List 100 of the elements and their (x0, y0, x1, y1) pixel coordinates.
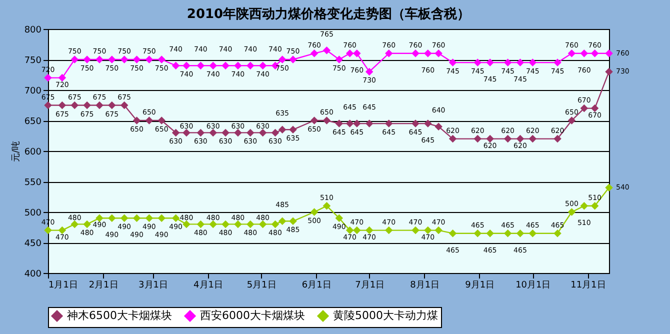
point (486, 58, 494, 66)
point (353, 226, 361, 234)
point (412, 120, 420, 128)
point (424, 226, 432, 234)
point (580, 50, 588, 58)
point (172, 214, 180, 222)
point (145, 116, 154, 124)
point (434, 50, 442, 58)
point (96, 101, 104, 110)
point (448, 134, 457, 143)
point (278, 56, 286, 64)
point (605, 68, 613, 76)
point (58, 226, 66, 234)
point (246, 220, 254, 228)
point (108, 214, 116, 222)
point (434, 226, 442, 234)
point (278, 126, 286, 134)
point (158, 56, 166, 64)
x-tick-label: 9月1日 (465, 280, 495, 290)
y-tick-label: 650 (24, 117, 42, 127)
point (486, 134, 494, 143)
point (83, 101, 91, 110)
point (234, 128, 242, 137)
point (448, 58, 457, 66)
point (145, 56, 154, 64)
point (83, 220, 91, 228)
point (528, 229, 537, 238)
point (258, 62, 267, 70)
point (158, 116, 166, 124)
point (474, 58, 482, 66)
point (172, 62, 180, 70)
point (590, 202, 599, 210)
point (44, 101, 52, 110)
point (222, 220, 230, 228)
x-tick-label: 11月1日 (570, 280, 606, 290)
point (96, 214, 104, 222)
y-tick-label: 550 (24, 178, 42, 188)
point (346, 226, 354, 234)
point (322, 202, 331, 210)
y-tick-label: 800 (24, 26, 42, 36)
point (554, 58, 562, 66)
point (120, 214, 128, 222)
point (474, 229, 482, 238)
point (335, 120, 344, 128)
point (258, 220, 267, 228)
point (528, 58, 537, 66)
point (158, 214, 166, 222)
y-tick-label: 450 (24, 239, 42, 249)
point (70, 56, 79, 64)
point (132, 116, 141, 124)
point (271, 220, 280, 228)
point (335, 214, 344, 222)
point (182, 220, 190, 228)
point (424, 120, 432, 128)
point (234, 62, 242, 70)
point (516, 134, 524, 143)
x-tick-label: 2月1日 (88, 280, 118, 290)
point (346, 120, 354, 128)
point (412, 226, 420, 234)
point (289, 217, 297, 226)
point (182, 62, 190, 70)
point (246, 128, 254, 137)
point (335, 56, 344, 64)
point (289, 126, 297, 134)
point (486, 229, 494, 238)
chart-title: 2010年陕西动力煤价格变化走势图（车板含税） (186, 6, 470, 22)
point (434, 122, 442, 130)
y-axis-title: 元/吨 (10, 140, 22, 162)
point (365, 226, 374, 234)
point (605, 184, 613, 192)
y-tick-label: 600 (24, 148, 42, 158)
point (580, 104, 588, 112)
point (209, 62, 217, 70)
point (196, 128, 205, 137)
point (412, 50, 420, 58)
point (145, 214, 154, 222)
point (353, 50, 361, 58)
x-tick-label: 8月1日 (410, 280, 440, 290)
point (448, 229, 457, 238)
point (83, 56, 91, 64)
point (504, 58, 512, 66)
point (44, 226, 52, 234)
point (568, 208, 576, 216)
y-tick-label: 400 (24, 270, 42, 280)
point (568, 116, 576, 124)
y-tick-label: 700 (24, 86, 42, 96)
point (554, 134, 562, 143)
point (384, 120, 393, 128)
point (132, 214, 141, 222)
point (172, 128, 180, 137)
point (234, 220, 242, 228)
point (580, 202, 588, 210)
point (346, 50, 354, 58)
point (222, 62, 230, 70)
x-tick-label: 5月1日 (246, 280, 276, 290)
point (322, 46, 331, 54)
legend-label: 黄陵5000大卡动力煤 (333, 309, 438, 322)
point (310, 50, 318, 58)
point (322, 116, 331, 124)
point (605, 50, 613, 58)
